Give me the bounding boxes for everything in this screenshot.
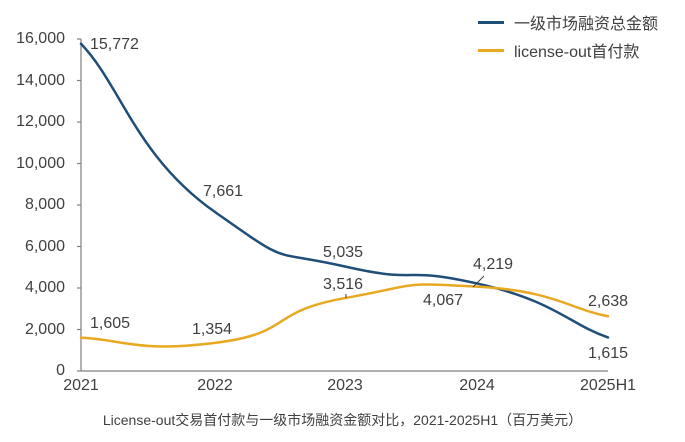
data-label: 1,354 — [192, 321, 233, 338]
data-label: 4,219 — [473, 256, 514, 273]
data-label: 3,516 — [323, 276, 364, 293]
x-tick-label: 2023 — [327, 377, 363, 394]
y-tick-label: 12,000 — [16, 113, 65, 130]
y-tick-marks — [77, 38, 81, 372]
y-tick-label: 8,000 — [24, 196, 65, 213]
y-tick-label: 16,000 — [16, 30, 65, 47]
y-tick-label: 0 — [56, 362, 65, 379]
y-tick-label: 4,000 — [24, 279, 65, 296]
legend-swatch-icon — [478, 20, 504, 24]
series-line-primary-funding — [79, 42, 610, 339]
leader-line-4219 — [472, 275, 485, 288]
legend: 一级市场融资总金额 license-out首付款 — [478, 8, 658, 64]
data-label: 5,035 — [323, 244, 364, 261]
legend-label: 一级市场融资总金额 — [514, 16, 659, 33]
y-tick-label: 10,000 — [16, 154, 65, 172]
data-label: 15,772 — [90, 36, 139, 53]
legend-item-primary-funding: 一级市场融资总金额 — [478, 8, 658, 36]
x-tick-label: 2025H1 — [579, 377, 637, 394]
y-tick-label: 2,000 — [24, 320, 65, 338]
data-label: 1,615 — [588, 345, 629, 362]
x-tick-label: 2021 — [63, 377, 99, 394]
data-label: 4,067 — [423, 292, 464, 309]
x-tick-label: 2022 — [197, 377, 233, 394]
data-label: 1,605 — [90, 315, 131, 332]
y-tick-label: 6,000 — [24, 237, 65, 255]
x-tick-label: 2024 — [459, 377, 495, 394]
series-line-license-out — [79, 283, 610, 348]
data-label: 2,638 — [588, 293, 629, 310]
chart-caption: License-out交易首付款与一级市场融资金额对比，2021-2025H1（… — [102, 412, 583, 428]
legend-label: license-out首付款 — [514, 44, 640, 61]
data-label: 7,661 — [203, 183, 244, 200]
legend-item-license-out: license-out首付款 — [478, 36, 658, 64]
y-tick-label: 14,000 — [16, 71, 65, 89]
legend-swatch-icon — [478, 48, 504, 52]
